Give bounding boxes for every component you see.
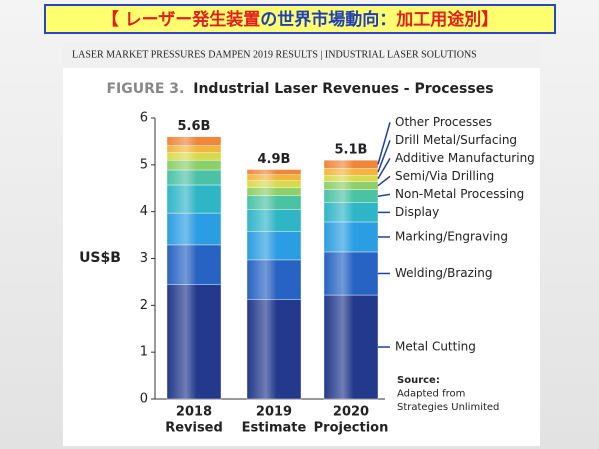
- total-label: 4.9B: [258, 152, 291, 167]
- title: Industrial Laser Revenues - Processes: [193, 81, 493, 97]
- banner: 【 レーザー発生装置の世界市場動向：加工用途別】: [102, 9, 499, 30]
- legend-label: Metal Cutting: [395, 340, 476, 354]
- source-text: Adapted from: [397, 389, 465, 400]
- legend-label: Drill Metal/Surfacing: [395, 133, 517, 147]
- y-tick-label: 5: [140, 157, 148, 172]
- x-tick-label: 2019: [256, 405, 292, 420]
- legend-label: Welding/Brazing: [395, 266, 492, 280]
- y-tick-label: 0: [140, 392, 148, 407]
- banner-part: 加工用途別】: [395, 9, 498, 30]
- bar-shine: [324, 160, 378, 399]
- banner-part: 【 レーザー発生装置: [102, 9, 261, 30]
- legend-leader: [377, 157, 391, 180]
- legend-leader: [377, 122, 391, 165]
- total-label: 5.6B: [178, 119, 211, 134]
- legend-leader: [377, 140, 391, 173]
- bar-shine: [167, 136, 221, 399]
- legend-label: Display: [395, 205, 439, 219]
- x-tick-sublabel: Projection: [314, 421, 389, 436]
- y-tick-label: 4: [140, 204, 148, 219]
- legend-leader: [377, 193, 391, 197]
- source-text: Source:: [397, 375, 440, 386]
- legend-leader: [377, 175, 391, 187]
- banner-box: [44, 4, 556, 34]
- y-label: US$B: [79, 250, 121, 266]
- total-label: 5.1B: [335, 143, 368, 158]
- y-tick-label: 1: [140, 345, 148, 360]
- legend-label: Other Processes: [395, 115, 492, 129]
- header: LASER MARKET PRESSURES DAMPEN 2019 RESUL…: [72, 49, 477, 60]
- header-band: [63, 42, 540, 68]
- bar-shine: [247, 169, 301, 399]
- y-tick-label: 6: [140, 111, 148, 126]
- x-tick-label: 2018: [176, 405, 212, 420]
- card: [63, 42, 540, 446]
- legend-label: Non-Metal Processing: [395, 187, 524, 201]
- legend-label: Marking/Engraving: [395, 229, 508, 243]
- x-tick-sublabel: Revised: [165, 421, 223, 436]
- y-tick-label: 2: [140, 298, 148, 313]
- legend-label: Additive Manufacturing: [395, 151, 535, 165]
- x-tick-label: 2020: [333, 405, 369, 420]
- banner-part: の世界市場動向：: [260, 9, 396, 30]
- chart-title: FIGURE 3. Industrial Laser Revenues - Pr…: [106, 81, 493, 97]
- x-tick-sublabel: Estimate: [242, 421, 307, 436]
- y-tick-label: 3: [140, 251, 148, 266]
- source-text: Strategies Unlimited: [397, 402, 499, 413]
- legend-label: Semi/Via Drilling: [395, 169, 494, 183]
- title-prefix: FIGURE 3.: [106, 81, 184, 97]
